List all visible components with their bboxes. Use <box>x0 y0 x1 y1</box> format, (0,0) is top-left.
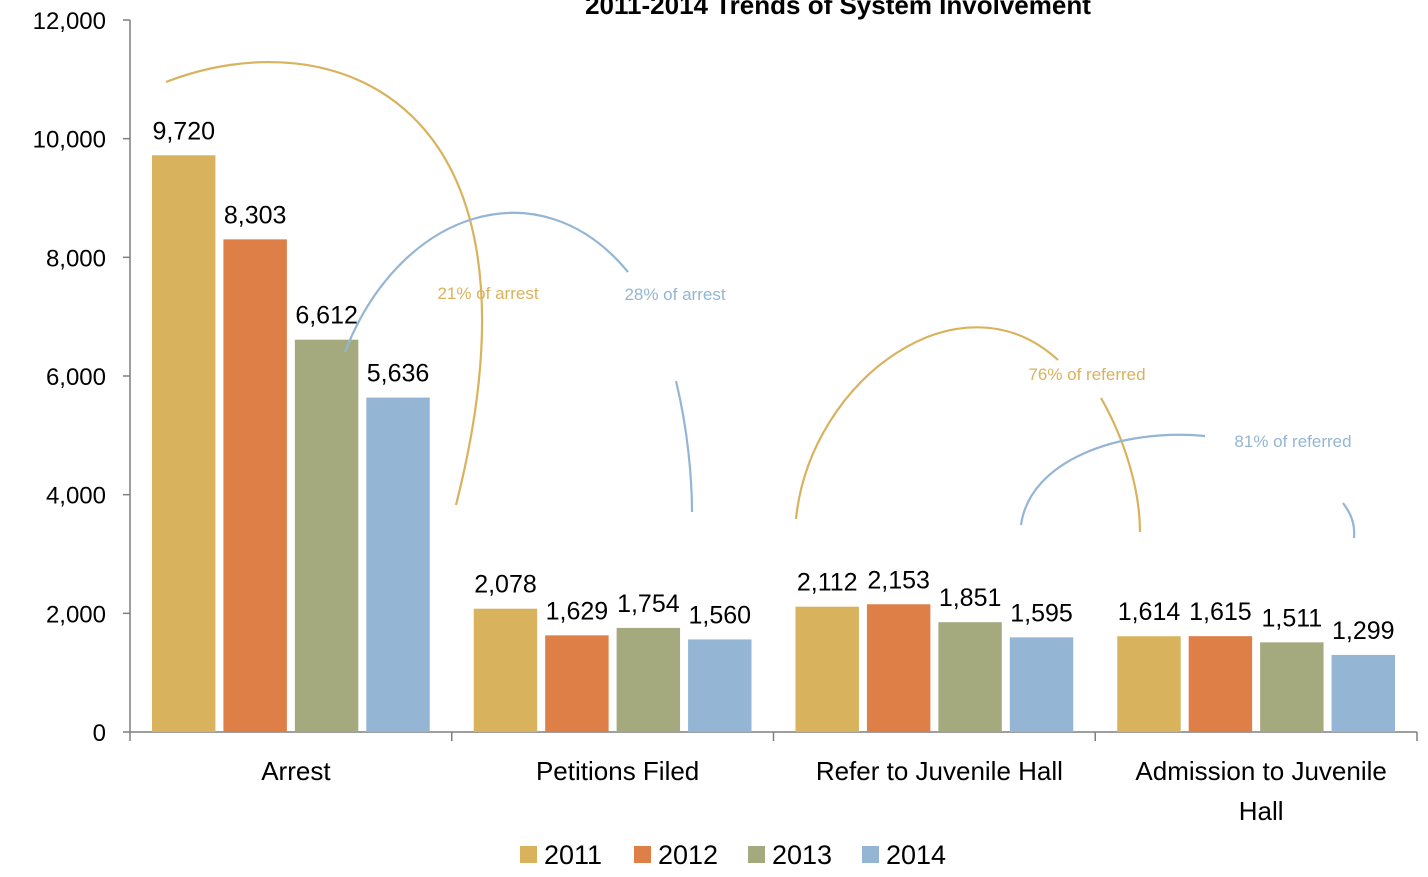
bar-2011 <box>152 155 216 732</box>
data-label: 1,615 <box>1189 598 1252 626</box>
x-axis: Arrest Petitions Filed Refer to Juvenile H… <box>129 731 1418 826</box>
legend-label: 2011 <box>544 840 602 870</box>
legend-label: 2013 <box>772 840 832 870</box>
bar-2012 <box>545 635 609 732</box>
x-category-label: Refer to Juvenile Hall <box>816 756 1063 786</box>
bar-2014 <box>688 639 752 732</box>
bar-2011 <box>1117 636 1181 732</box>
legend: 2011 2012 2013 2014 <box>520 840 946 870</box>
annotation-arc-arrest-2014 <box>343 211 629 353</box>
data-label: 6,612 <box>295 302 358 330</box>
data-label: 5,636 <box>367 360 430 388</box>
annotation-arc-admission-2014 <box>1342 502 1356 539</box>
bar-2013 <box>616 627 681 732</box>
bar-2011 <box>795 606 859 732</box>
data-label: 1,511 <box>1261 604 1322 632</box>
data-label: 9,720 <box>152 117 215 145</box>
y-tick-label: 10,000 <box>33 127 106 154</box>
data-label: 2,112 <box>797 569 858 597</box>
annotation-label: 21% of arrest <box>437 284 538 303</box>
chart-title: 2011-2014 Trends of System Involvement <box>585 0 1091 20</box>
annotation-arc-arrest-2011 <box>165 60 484 506</box>
bar-2012 <box>223 239 287 732</box>
bars-group <box>152 155 1395 732</box>
data-label: 1,299 <box>1332 617 1395 645</box>
bar-2012 <box>1188 636 1253 732</box>
bar-2014 <box>1331 654 1395 732</box>
annotation-arc-refer-2014 <box>1019 433 1206 526</box>
x-category-label: Arrest <box>261 756 331 786</box>
data-label: 1,851 <box>939 584 1002 612</box>
data-label: 8,303 <box>224 201 287 229</box>
data-label: 2,078 <box>474 571 537 599</box>
legend-label: 2014 <box>886 840 946 870</box>
legend-label: 2012 <box>658 840 718 870</box>
data-label: 1,595 <box>1010 599 1073 627</box>
bar-2014 <box>1009 637 1074 732</box>
legend-swatch-2012 <box>634 846 651 863</box>
x-category-label: Petitions Filed <box>536 756 699 786</box>
y-tick-label: 0 <box>93 720 106 747</box>
bar-2014 <box>366 397 430 732</box>
y-tick-label: 12,000 <box>33 8 106 35</box>
annotation-label: 76% of referred <box>1028 365 1145 384</box>
data-labels-group: 9,720 8,303 6,612 5,636 2,078 1,629 1,754 1,560… <box>152 117 1394 645</box>
y-axis: 0 2,000 4,000 6,000 8,000 10,000 12,000 <box>33 8 131 747</box>
annotation-arc-refer-2011 <box>794 326 1059 520</box>
bar-2013 <box>294 339 359 732</box>
annotation-label: 81% of referred <box>1234 432 1351 451</box>
y-tick-label: 4,000 <box>46 483 106 510</box>
bar-2013 <box>1260 642 1324 732</box>
data-label: 1,629 <box>546 597 609 625</box>
y-tick-label: 6,000 <box>46 364 106 391</box>
data-label: 1,560 <box>689 601 752 629</box>
annotation-label: 28% of arrest <box>624 285 725 304</box>
data-label: 1,614 <box>1118 598 1181 626</box>
bar-2011 <box>473 608 538 732</box>
legend-swatch-2013 <box>748 846 765 863</box>
x-category-label: Admission to Juvenile Hall <box>1135 756 1386 826</box>
legend-swatch-2011 <box>520 846 537 863</box>
data-label: 2,153 <box>867 566 930 594</box>
annotations-group: 21% of arrest 28% of arrest 76% of refer… <box>165 60 1356 539</box>
y-tick-label: 2,000 <box>46 601 106 628</box>
bar-2013 <box>938 622 1002 732</box>
legend-swatch-2014 <box>862 846 879 863</box>
y-tick-label: 8,000 <box>46 245 106 272</box>
annotation-arc-petitions-2014 <box>674 380 694 513</box>
data-label: 1,754 <box>617 590 680 618</box>
bar-2012 <box>866 604 931 732</box>
annotation-arc-admission-2011 <box>1100 397 1142 533</box>
